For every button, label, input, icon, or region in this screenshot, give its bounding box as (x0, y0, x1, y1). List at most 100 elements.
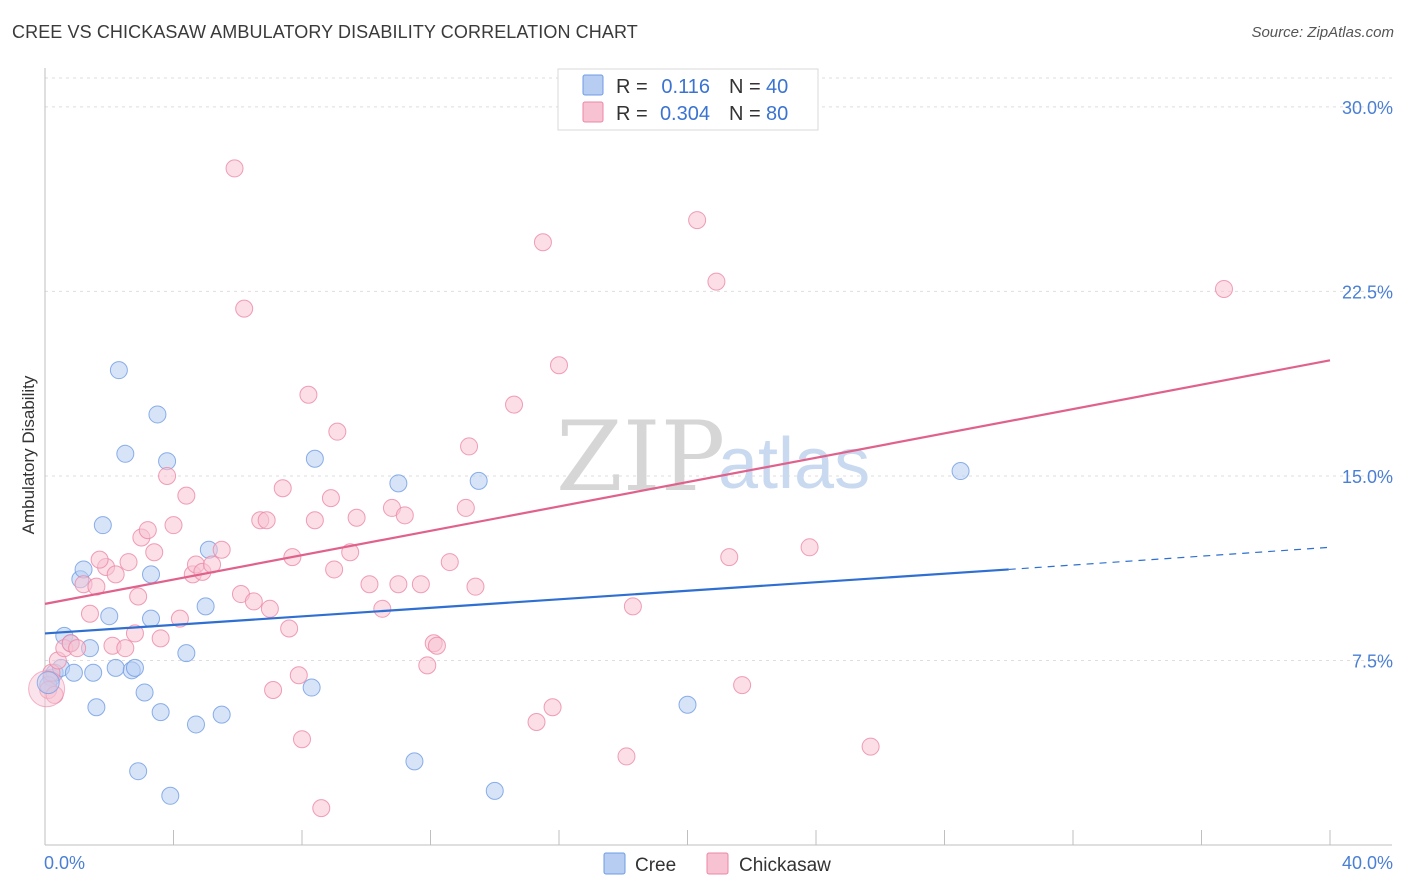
trend-lines (44, 359, 1331, 635)
data-point-chickasaw (299, 385, 318, 404)
data-point-cree (161, 786, 180, 805)
data-point-chickasaw (418, 656, 437, 675)
data-point-chickasaw (305, 511, 324, 530)
data-point-cree (116, 444, 135, 463)
data-point-chickasaw (427, 636, 446, 655)
data-point-chickasaw (158, 466, 177, 485)
data-point-chickasaw (125, 624, 144, 643)
y-tick-label: 30.0% (1342, 98, 1393, 118)
data-point-chickasaw (328, 422, 347, 441)
data-point-cree (106, 658, 125, 677)
y-tick-label: 22.5% (1342, 282, 1393, 302)
data-point-chickasaw (225, 159, 244, 178)
data-point-chickasaw (325, 560, 344, 579)
data-point-chickasaw (321, 489, 340, 508)
data-point-chickasaw (688, 211, 707, 230)
chart-title: CREE VS CHICKASAW AMBULATORY DISABILITY … (12, 22, 638, 42)
data-point-chickasaw (293, 730, 311, 749)
data-point-cree (389, 474, 408, 493)
data-point-cree (142, 609, 161, 628)
series-legend-label-chickasaw: Chickasaw (739, 855, 831, 876)
data-point-chickasaw (460, 437, 479, 456)
data-point-chickasaw (411, 575, 430, 594)
data-point-chickasaw (116, 639, 135, 658)
watermark-atlas: atlas (718, 424, 870, 504)
data-point-cree (678, 695, 697, 714)
trend-line-chickasaw (44, 359, 1331, 605)
data-point-chickasaw (138, 521, 157, 540)
legend-n-value-chickasaw: 80 (766, 103, 788, 125)
data-point-cree (469, 471, 488, 490)
data-point-chickasaw (466, 577, 485, 596)
data-point-cree (148, 405, 167, 424)
data-point-chickasaw (733, 676, 752, 695)
legend-n-value-cree: 40 (766, 76, 788, 98)
tick-labels: 7.5% 15.0% 22.5% 30.0% 0.0% 40.0% (44, 98, 1393, 873)
data-point-chickasaw (145, 543, 164, 562)
chart-source: Source: ZipAtlas.com (1251, 24, 1394, 41)
data-point-chickasaw (623, 597, 642, 616)
data-point-chickasaw (341, 543, 360, 562)
data-point-chickasaw (456, 498, 475, 517)
data-point-chickasaw (617, 747, 636, 766)
data-point-chickasaw (164, 516, 183, 535)
data-point-cree (151, 703, 170, 722)
legend-r-label-chickasaw: R = (616, 103, 648, 125)
x-tick-label-max: 40.0% (1342, 853, 1393, 873)
data-point-chickasaw (129, 587, 148, 606)
data-point-chickasaw (90, 550, 109, 569)
legend-r-value-cree: 0.116 (661, 76, 710, 98)
legend-n-label-cree: N = (729, 76, 761, 98)
axes (44, 68, 1392, 846)
data-point-chickasaw (389, 575, 408, 594)
correlation-legend: R = 0.116 N = 40 R = 0.304 N = 80 (557, 68, 819, 131)
data-point-cree (951, 462, 970, 481)
data-point-chickasaw (177, 486, 196, 505)
grid-lines (45, 77, 1392, 661)
series-legend: Cree Chickasaw (603, 852, 831, 876)
data-point-chickasaw (280, 619, 299, 638)
data-point-cree (125, 658, 144, 677)
data-point-chickasaw (543, 698, 562, 717)
data-point-chickasaw (1214, 279, 1233, 298)
data-point-chickasaw (119, 553, 138, 572)
series-legend-swatch-cree (603, 852, 626, 875)
legend-swatch-chickasaw (582, 101, 604, 123)
data-point-chickasaw (440, 553, 459, 572)
data-point-cree (135, 683, 154, 702)
trend-line-extension-cree (1008, 546, 1331, 571)
data-point-chickasaw (244, 592, 263, 611)
data-point-chickasaw (505, 395, 524, 414)
data-point-chickasaw (527, 712, 546, 731)
data-point-cree (186, 715, 205, 734)
data-point-cree (196, 597, 215, 616)
data-point-chickasaw (550, 356, 568, 375)
series-legend-swatch-chickasaw (706, 852, 729, 875)
data-point-chickasaw (707, 272, 726, 291)
data-point-cree (84, 663, 103, 682)
data-point-chickasaw (373, 599, 392, 618)
data-point-cree (109, 361, 128, 380)
data-point-chickasaw (235, 299, 254, 318)
data-point-cluster-cree (36, 671, 60, 695)
data-point-cree (177, 644, 196, 663)
data-points (28, 110, 1233, 818)
data-point-cree (64, 663, 83, 682)
data-point-cree (100, 607, 119, 626)
data-point-cree (87, 698, 106, 717)
y-axis-title: Ambulatory Disability (19, 375, 38, 534)
data-point-chickasaw (273, 479, 292, 498)
data-point-cree (93, 516, 112, 535)
data-point-cree (485, 781, 504, 800)
data-point-chickasaw (289, 666, 308, 685)
data-point-chickasaw (720, 548, 739, 567)
trend-line-cree (44, 568, 1009, 635)
data-point-chickasaw (151, 629, 170, 648)
legend-swatch-cree (582, 74, 604, 96)
data-point-chickasaw (395, 506, 414, 525)
data-point-chickasaw (264, 681, 283, 699)
legend-r-value-chickasaw: 0.304 (660, 103, 710, 125)
data-point-chickasaw (170, 609, 189, 628)
watermark-zip: ZIP (556, 401, 725, 513)
